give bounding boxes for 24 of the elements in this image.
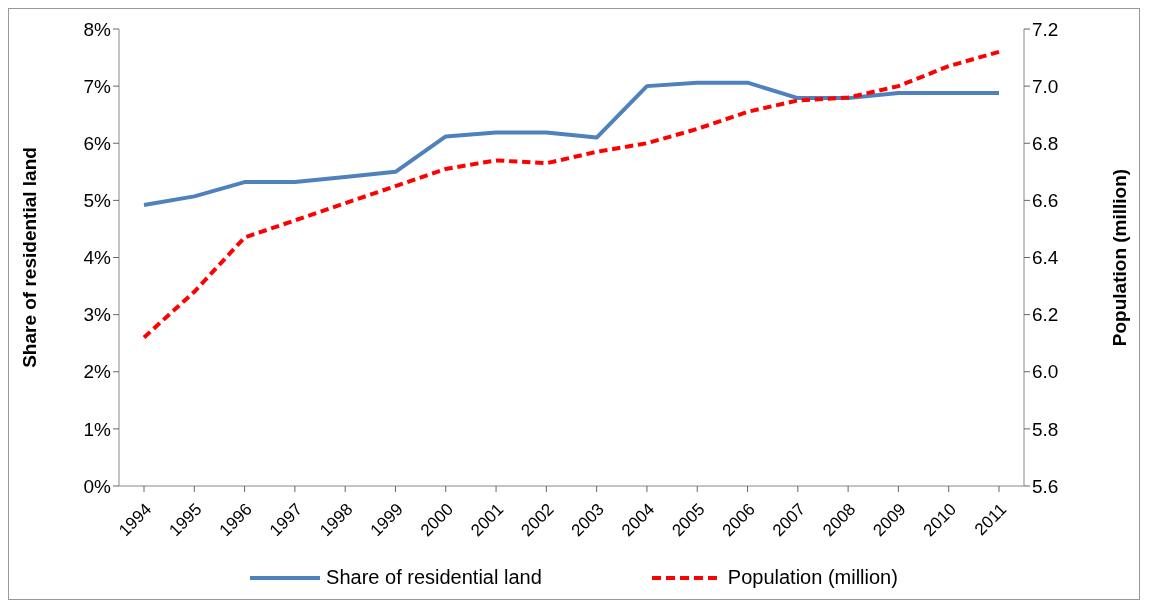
y-tick-label: 3% [83, 304, 112, 326]
legend-label: Share of residential land [325, 566, 542, 589]
y2-tick-label: 6.6 [1032, 190, 1059, 212]
y-tick-label: 0% [83, 475, 112, 497]
line-series [142, 49, 1001, 340]
y-tick-label: 4% [83, 247, 112, 269]
y2-tick-label: 7.0 [1032, 75, 1059, 97]
y2-tick-label: 5.8 [1032, 418, 1059, 440]
y-tick-label: 6% [83, 132, 112, 154]
y2-axis-title: Population (million) [1108, 168, 1130, 347]
y-tick-label: 1% [83, 418, 112, 440]
y-tick-label: 2% [83, 361, 112, 383]
y2-tick-label: 6.0 [1032, 361, 1059, 383]
y2-tick-label: 7.2 [1032, 18, 1059, 40]
y-tick-label: 8% [83, 18, 112, 40]
y2-tick-label: 6.8 [1032, 132, 1059, 154]
y-axis-title: Share of residential land [18, 147, 40, 368]
y-tick-label: 5% [83, 190, 112, 212]
y2-tick-label: 6.4 [1032, 247, 1059, 269]
y2-tick-label: 5.6 [1032, 475, 1059, 497]
legend-label: Population (million) [726, 566, 898, 589]
y2-tick-label: 6.2 [1032, 304, 1059, 326]
line-series [142, 80, 1001, 207]
y-tick-label: 7% [83, 75, 112, 97]
